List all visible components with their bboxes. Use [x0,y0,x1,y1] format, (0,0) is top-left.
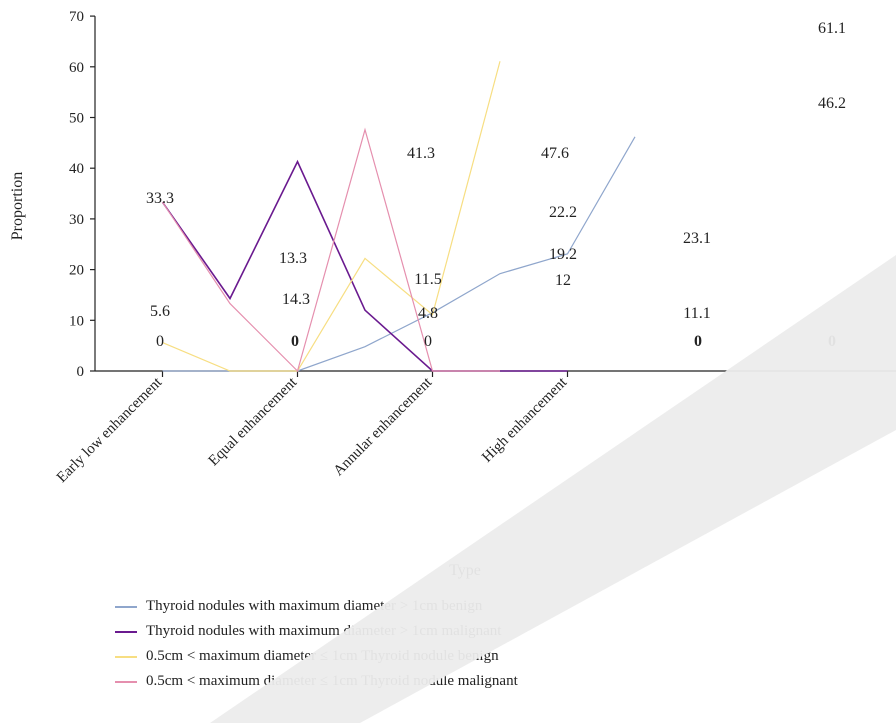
data-label: 4.8 [418,305,438,322]
data-label: 13.3 [279,250,307,267]
legend: Thyroid nodules with maximum diameter > … [115,594,518,694]
legend-label: Thyroid nodules with maximum diameter > … [146,623,502,639]
data-labels: 33.3 13.3 5.6 0 14.3 0 41.3 11.5 4.8 0 47.6 22.2 19.… [146,20,846,350]
legend-label: 0.5cm < maximum diameter ≤ 1cm Thyroid n… [146,648,499,664]
x-axis: Early low enhancement Equal enhancement An… [54,370,896,486]
y-tick-label: 60 [69,60,84,76]
data-label: 14.3 [282,291,310,308]
data-label: 12 [555,272,571,289]
legend-item: Thyroid nodules with maximum diameter > … [115,594,518,619]
y-axis-title: Proportion [9,172,26,240]
y-tick-label: 50 [69,111,84,127]
legend-item: 0.5cm < maximum diameter ≤ 1cm Thyroid n… [115,669,518,694]
y-tick-label: 10 [69,313,84,329]
y-axis: 0 10 20 30 40 50 60 70 [69,9,96,380]
x-axis-title: Type [449,562,481,579]
data-label: 33.3 [146,190,174,207]
data-label: 22.2 [549,204,577,221]
x-tick-label: Early low enhancement [54,374,166,486]
data-label: 0 [828,333,836,350]
y-tick-label: 20 [69,263,84,279]
data-label: 11.5 [414,271,441,288]
y-tick-label: 70 [69,9,84,25]
y-tick-label: 40 [69,161,84,177]
data-label: 11.1 [683,305,710,322]
data-label: 0 [424,333,432,350]
series-line-3 [162,61,501,372]
legend-swatch [115,680,137,683]
data-label: 61.1 [818,20,846,37]
legend-label: 0.5cm < maximum diameter ≤ 1cm Thyroid n… [146,673,518,689]
y-tick-label: 30 [69,212,84,228]
data-label: 0 [291,333,299,350]
series-line-2 [161,159,568,372]
data-label: 0 [156,333,164,350]
data-label: 41.3 [407,145,435,162]
x-tick-label: High enhancement [479,374,571,466]
legend-swatch [115,605,137,608]
y-tick-label: 0 [77,364,85,380]
data-label: 23.1 [683,230,711,247]
data-label: 19.2 [549,246,577,263]
data-label: 46.2 [818,95,846,112]
data-label: 47.6 [541,145,569,162]
x-tick-label: Annular enhancement [331,374,436,479]
legend-item: 0.5cm < maximum diameter ≤ 1cm Thyroid n… [115,644,518,669]
data-label: 5.6 [150,303,170,320]
legend-swatch [115,655,137,658]
legend-item: Thyroid nodules with maximum diameter > … [115,619,518,644]
x-tick-label: Equal enhancement [206,374,301,469]
legend-label: Thyroid nodules with maximum diameter > … [146,598,483,614]
legend-swatch [115,630,137,633]
data-label: 0 [694,333,702,350]
